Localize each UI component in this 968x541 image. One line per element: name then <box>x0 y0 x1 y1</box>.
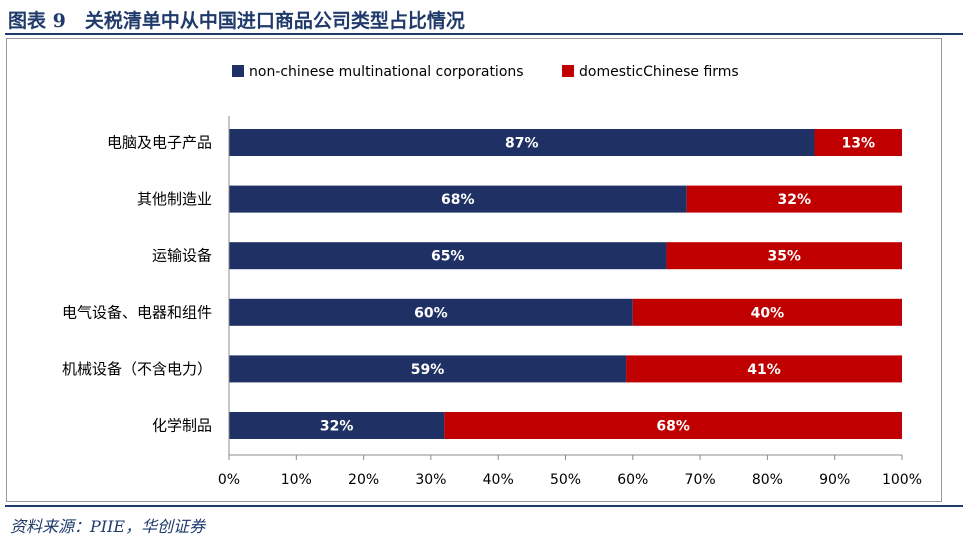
data-label-series1-cat1: 32% <box>778 192 812 208</box>
category-label-3: 电气设备、电器和组件 <box>62 303 212 321</box>
x-tick-label-7: 70% <box>685 472 716 488</box>
bar-series1-cat5 <box>444 412 902 439</box>
x-tick-label-4: 40% <box>483 472 514 488</box>
x-tick-label-8: 80% <box>752 472 783 488</box>
x-tick-label-3: 30% <box>415 472 446 488</box>
data-label-series1-cat0: 13% <box>841 136 875 152</box>
data-label-series1-cat2: 35% <box>767 249 801 265</box>
legend-swatch-1 <box>562 65 574 77</box>
data-label-series0-cat1: 68% <box>441 192 475 208</box>
category-label-4: 机械设备（不含电力） <box>62 360 212 378</box>
data-label-series0-cat2: 65% <box>431 249 465 265</box>
bar-series1-cat0 <box>814 129 902 156</box>
data-label-series0-cat3: 60% <box>414 305 448 321</box>
bar-series1-cat1 <box>686 185 902 213</box>
category-label-1: 其他制造业 <box>137 190 212 208</box>
category-label-0: 电脑及电子产品 <box>107 134 212 152</box>
bar-series0-cat1 <box>229 185 687 213</box>
legend-swatch-0 <box>232 65 244 77</box>
bar-series0-cat2 <box>229 242 667 270</box>
bar-series0-cat5 <box>229 412 445 439</box>
source-note: 资料来源：PIIE，华创证券 <box>10 517 206 536</box>
data-label-series1-cat5: 68% <box>656 419 690 435</box>
legend-label-1: domesticChinese firms <box>579 64 739 80</box>
bar-series0-cat3 <box>229 298 633 326</box>
x-tick-label-6: 60% <box>617 472 648 488</box>
data-label-series1-cat3: 40% <box>751 305 785 321</box>
data-label-series0-cat5: 32% <box>320 419 354 435</box>
bottom-divider <box>5 505 963 507</box>
figure-title: 图表 9 关税清单中从中国进口商品公司类型占比情况 <box>8 10 465 32</box>
data-label-series0-cat4: 59% <box>411 362 445 378</box>
x-tick-label-10: 100% <box>882 472 922 488</box>
bar-series1-cat4 <box>626 355 902 383</box>
legend-label-0: non-chinese multinational corporations <box>249 64 524 80</box>
bar-series0-cat4 <box>229 355 627 383</box>
x-tick-label-9: 90% <box>819 472 850 488</box>
x-tick-label-0: 0% <box>218 472 240 488</box>
category-label-5: 化学制品 <box>152 417 212 435</box>
data-label-series0-cat0: 87% <box>505 136 539 152</box>
x-tick-label-5: 50% <box>550 472 581 488</box>
x-tick-label-2: 20% <box>348 472 379 488</box>
bar-series1-cat3 <box>632 298 902 326</box>
x-tick-label-1: 10% <box>281 472 312 488</box>
data-label-series1-cat4: 41% <box>747 362 781 378</box>
title-divider <box>5 33 963 35</box>
bar-series1-cat2 <box>666 242 902 270</box>
bar-series0-cat0 <box>229 129 815 156</box>
category-label-2: 运输设备 <box>152 247 212 265</box>
